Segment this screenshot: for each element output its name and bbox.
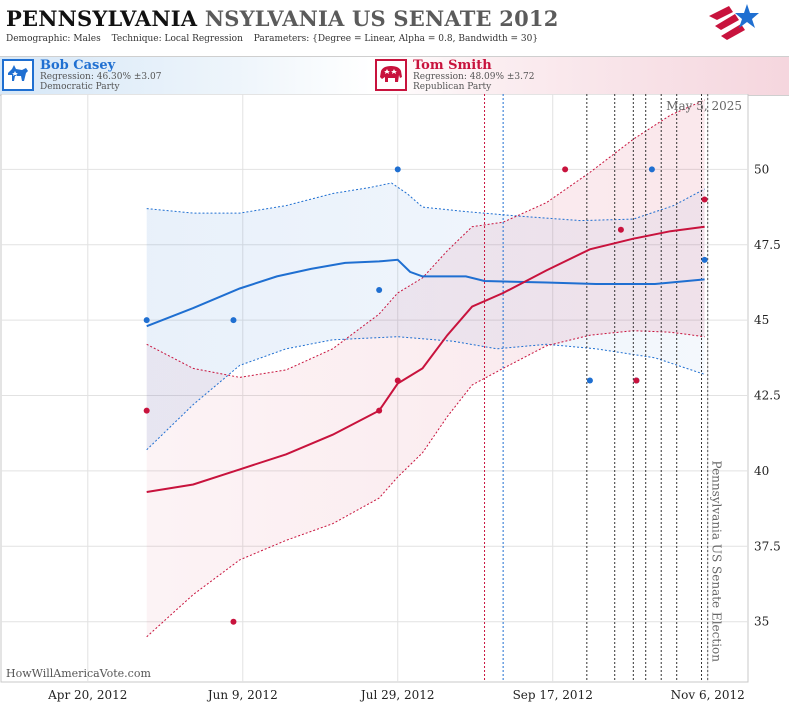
demographic-label: Demographic: bbox=[6, 34, 71, 44]
dem-poll-point bbox=[143, 317, 150, 324]
dem-regression: Regression: 46.30% ±3.07 bbox=[40, 72, 162, 82]
y-tick-label: 35 bbox=[754, 615, 769, 629]
donkey-icon bbox=[2, 59, 34, 91]
rep-name: Tom Smith bbox=[413, 58, 492, 73]
dem-poll-point bbox=[701, 256, 708, 263]
star-flag-logo-icon bbox=[709, 4, 759, 40]
watermark: HowWillAmericaVote.com bbox=[6, 667, 151, 680]
annotation-date: May 5, 2025 bbox=[666, 99, 742, 113]
candidate-bar: Bob Casey Regression: 46.30% ±3.07 Democ… bbox=[0, 56, 789, 96]
title-main: PENNSYLVANIA bbox=[6, 6, 198, 31]
trend-lines bbox=[146, 225, 705, 493]
demographic-value: Males bbox=[73, 34, 101, 44]
parameters-label: Parameters: bbox=[253, 34, 310, 44]
title-sub: NSYLVANIA US SENATE 2012 bbox=[204, 6, 559, 31]
rep-trend-line bbox=[146, 225, 705, 493]
chart-title: PENNSYLVANIA NSYLVANIA US SENATE 2012 bbox=[6, 6, 559, 32]
rep-poll-point bbox=[376, 407, 383, 414]
event-label: Pennsylvania US Senate Election bbox=[710, 461, 724, 663]
chart-area: 35 37.5 40 42.5 45 47.5 50 Apr 20, 2012 Jun 9, 2… bbox=[0, 94, 781, 702]
technique-label: Technique: bbox=[111, 34, 162, 44]
dem-poll-point bbox=[394, 166, 401, 173]
y-tick-label: 45 bbox=[754, 313, 769, 327]
dem-lower-bound bbox=[146, 336, 705, 451]
y-tick-label: 37.5 bbox=[754, 539, 781, 553]
rep-confidence-band bbox=[146, 100, 705, 637]
x-tick-label: Jun 9, 2012 bbox=[206, 688, 278, 702]
dem-poll-point bbox=[230, 317, 237, 324]
technique-value: Local Regression bbox=[164, 34, 243, 44]
dem-trend-line bbox=[146, 258, 705, 328]
rep-poll-point bbox=[701, 196, 708, 203]
axes: 35 37.5 40 42.5 45 47.5 50 Apr 20, 2012 Jun 9, 2… bbox=[47, 162, 781, 702]
x-tick-label: Sep 17, 2012 bbox=[513, 688, 593, 702]
y-tick-label: 42.5 bbox=[754, 389, 781, 403]
x-tick-label: Nov 6, 2012 bbox=[671, 688, 745, 702]
x-tick-label: Jul 29, 2012 bbox=[359, 688, 435, 702]
elephant-icon bbox=[375, 59, 407, 91]
rep-poll-point bbox=[394, 377, 401, 384]
parameters-value: {Degree = Linear, Alpha = 0.8, Bandwidth… bbox=[312, 34, 539, 44]
y-tick-label: 40 bbox=[754, 464, 769, 478]
rep-party: Republican Party bbox=[413, 82, 492, 92]
rep-regression: Regression: 48.09% ±3.72 bbox=[413, 72, 535, 82]
rep-poll-point bbox=[230, 618, 237, 625]
dem-poll-point bbox=[648, 166, 655, 173]
rep-poll-point bbox=[617, 226, 624, 233]
poll-lines bbox=[484, 94, 709, 682]
confidence-bands bbox=[146, 99, 705, 638]
y-tick-label: 50 bbox=[754, 162, 769, 176]
rep-poll-point bbox=[633, 377, 640, 384]
rep-poll-point bbox=[562, 166, 569, 173]
dem-upper-bound bbox=[146, 182, 705, 222]
dem-poll-point bbox=[376, 287, 383, 293]
dem-meta: Regression: 46.30% ±3.07 Democratic Part… bbox=[40, 72, 161, 92]
dem-party: Democratic Party bbox=[40, 82, 120, 92]
poll-points bbox=[143, 166, 708, 625]
y-tick-label: 47.5 bbox=[754, 238, 781, 252]
rep-poll-point bbox=[143, 407, 150, 414]
dem-name: Bob Casey bbox=[40, 58, 116, 73]
rep-meta: Regression: 48.09% ±3.72 Republican Part… bbox=[413, 72, 534, 92]
x-tick-label: Apr 20, 2012 bbox=[47, 688, 127, 702]
dem-poll-point bbox=[586, 377, 593, 384]
parameters-line: Demographic: Males Technique: Local Regr… bbox=[6, 34, 538, 44]
